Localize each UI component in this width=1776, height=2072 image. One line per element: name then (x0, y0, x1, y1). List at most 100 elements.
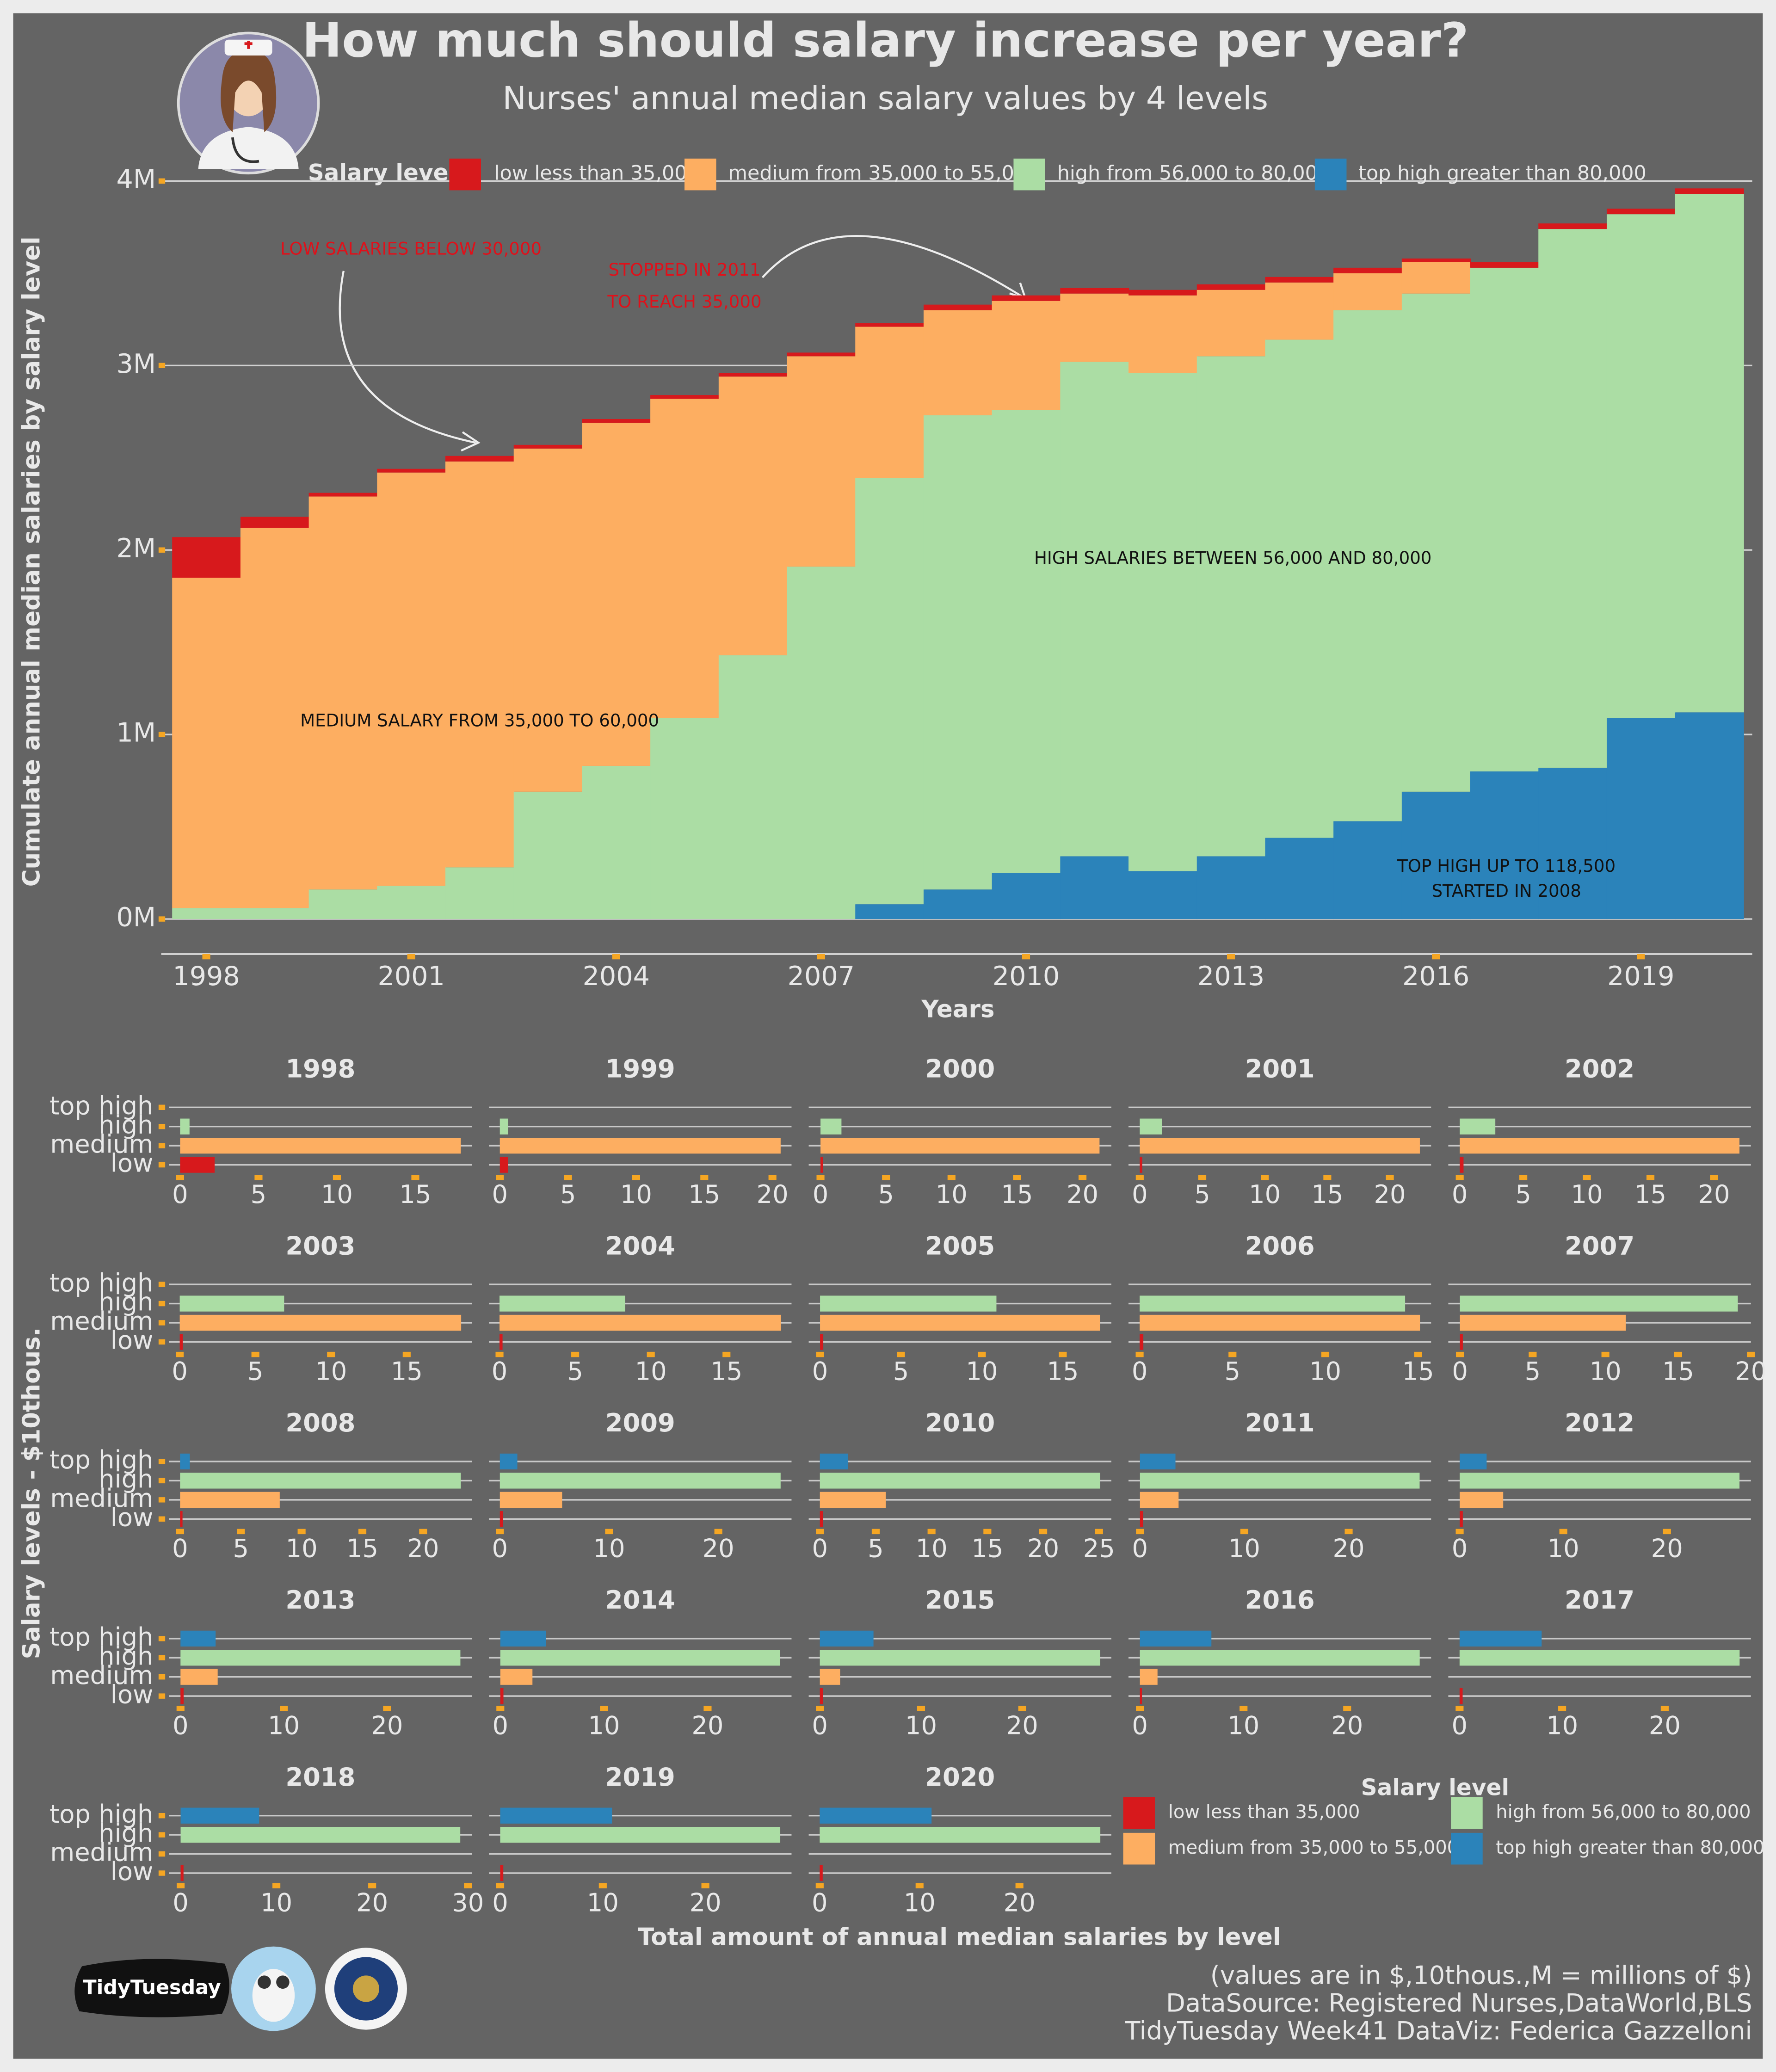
x-tick-label: 10 (1548, 1534, 1579, 1563)
area-step (1060, 362, 1129, 857)
area-step (1196, 856, 1266, 919)
panel-title: 2015 (925, 1585, 995, 1615)
y-tick-label: high (99, 1465, 153, 1494)
x-tick-mark (254, 1175, 263, 1180)
area-step (1470, 262, 1539, 268)
x-tick-mark (496, 1529, 504, 1535)
bar (180, 1807, 259, 1824)
area-step (308, 889, 378, 919)
x-tick-label: 2019 (1607, 961, 1674, 992)
area-step (923, 304, 993, 310)
x-tick-mark (1558, 1706, 1566, 1711)
x-tick-label: 5 (1225, 1357, 1241, 1386)
y-tick-label: medium (50, 1838, 153, 1867)
x-tick-label: 0 (1132, 1711, 1148, 1740)
caption: (values are in $,10thous.,M = millions o… (1210, 1961, 1752, 1990)
x-tick-label: 0 (493, 1711, 509, 1740)
y-tick-label: medium (50, 1307, 153, 1336)
x-tick-label: 0 (1132, 1357, 1148, 1386)
x-tick-mark (419, 1529, 427, 1535)
legend-label: high from 56,000 to 80,000 (1496, 1801, 1751, 1823)
y-tick-mark (158, 1693, 166, 1699)
x-tick-label: 15 (1047, 1357, 1079, 1386)
x-tick-label: 15 (1662, 1357, 1694, 1386)
x-tick-mark (983, 1529, 992, 1535)
panel-title: 2014 (605, 1585, 675, 1615)
x-tick-label: 15 (1402, 1357, 1434, 1386)
area-step (855, 478, 925, 905)
area-step (1265, 277, 1334, 283)
x-tick-label: 5 (878, 1180, 894, 1209)
caption: DataSource: Registered Nurses,DataWorld,… (1166, 1988, 1752, 2017)
area-step (1606, 214, 1676, 718)
logo-text: TidyTuesday (83, 1976, 221, 1999)
x-tick-mark (1455, 1529, 1464, 1535)
y-tick-mark (158, 1301, 166, 1307)
y-tick-label: top high (49, 1091, 153, 1120)
bar (1140, 1157, 1142, 1173)
y-tick-mark (158, 547, 166, 553)
x-tick-mark (897, 1351, 905, 1357)
x-tick-mark (327, 1351, 335, 1357)
bar (180, 1138, 461, 1154)
x-tick-label: 20 (690, 1888, 722, 1917)
x-tick-label: 5 (893, 1357, 909, 1386)
panel-title: 2012 (1565, 1408, 1634, 1437)
x-tick-mark (407, 954, 415, 960)
area-step (445, 461, 515, 868)
bar (1460, 1453, 1487, 1470)
x-tick-mark (1018, 1706, 1026, 1711)
x-tick-mark (882, 1175, 890, 1180)
caption: TidyTuesday Week41 DataViz: Federica Gaz… (1124, 2016, 1752, 2045)
panel-title: 2005 (925, 1231, 995, 1260)
area-step (377, 886, 446, 919)
bar (500, 1827, 781, 1843)
area-step (992, 873, 1061, 919)
area-step (992, 301, 1061, 410)
x-tick-label: 0 (492, 1357, 508, 1386)
x-tick-label: 5 (1515, 1180, 1531, 1209)
y-tick-mark (158, 1655, 166, 1660)
area-step (1606, 209, 1676, 215)
x-tick-label: 5 (567, 1357, 583, 1386)
y-tick-mark (158, 1813, 166, 1819)
x-tick-mark (358, 1529, 367, 1535)
x-tick-label: 15 (399, 1180, 431, 1209)
area-step (582, 422, 651, 766)
x-tick-label: 20 (757, 1180, 789, 1209)
area-step (1401, 258, 1471, 262)
bar (1459, 1650, 1740, 1666)
area-step (172, 537, 241, 578)
bar (500, 1118, 508, 1135)
x-tick-label: 10 (268, 1711, 300, 1740)
x-tick-label: 30 (452, 1888, 484, 1917)
area-step (1128, 871, 1198, 919)
y-tick-mark (158, 1459, 166, 1464)
y-tick-label: low (111, 1326, 154, 1355)
bar (820, 1650, 1100, 1666)
bar (500, 1650, 780, 1666)
y-tick-mark (158, 1636, 166, 1641)
bar (1140, 1650, 1420, 1666)
area-step (1538, 223, 1608, 229)
x-tick-mark (978, 1351, 986, 1357)
y-axis-label: Cumulate annual median salaries by salar… (18, 236, 45, 887)
x-tick-mark (1646, 1175, 1655, 1180)
x-tick-label: 10 (315, 1357, 347, 1386)
x-tick-mark (1095, 1529, 1103, 1535)
bar (500, 1688, 504, 1704)
x-tick-mark (272, 1883, 281, 1888)
x-tick-label: 0 (172, 1534, 188, 1563)
legend-swatch (1451, 1797, 1483, 1829)
x-tick-label: 10 (936, 1180, 968, 1209)
x-tick-label: 10 (904, 1888, 936, 1917)
x-tick-mark (915, 1883, 924, 1888)
x-tick-mark (768, 1175, 777, 1180)
area-step (1196, 356, 1266, 857)
x-tick-mark (927, 1529, 936, 1535)
bar (820, 1314, 1100, 1331)
panel-title: 2018 (285, 1763, 355, 1792)
legend-swatch (684, 158, 716, 191)
legend-label: low less than 35,000 (1168, 1801, 1360, 1823)
